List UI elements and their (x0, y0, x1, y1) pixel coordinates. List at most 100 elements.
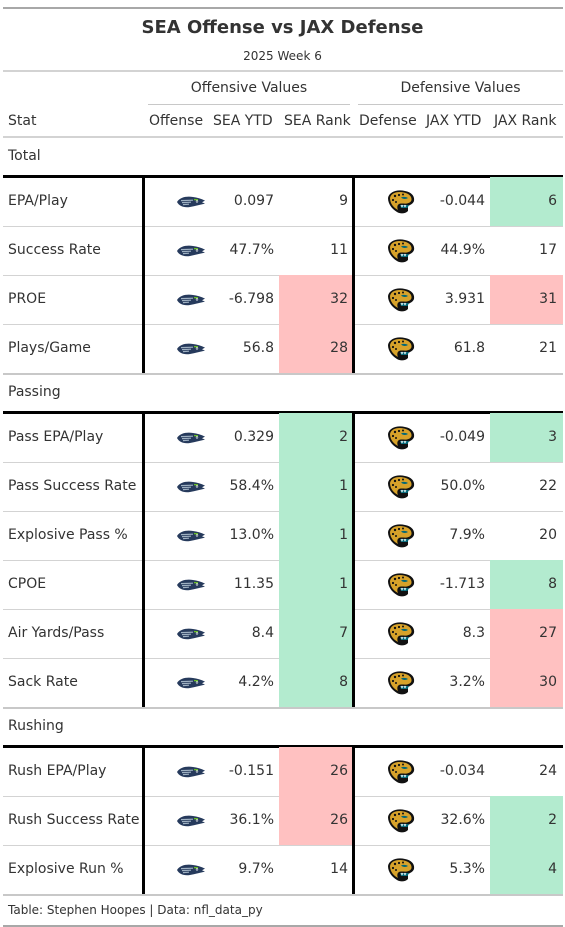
defense-column-divider (352, 175, 355, 373)
sea-rank-value: 26 (279, 796, 354, 845)
jaguars-logo-icon (378, 747, 424, 796)
row-divider (3, 707, 563, 709)
group-top-rule (3, 411, 563, 414)
table-row: Pass EPA/Play 0.329 2 -0.049 3 (3, 413, 563, 462)
stat-name: Plays/Game (8, 340, 91, 356)
column-header-rule (3, 136, 563, 138)
table-row: Explosive Pass % 13.0% 1 7.9% 20 (3, 511, 563, 560)
group-top-rule (3, 745, 563, 748)
defense-column-divider (352, 411, 355, 707)
stat-name: Pass EPA/Play (8, 429, 104, 445)
jax-rank-value: 8 (490, 560, 563, 609)
jax-ytd-value: 8.3 (462, 625, 485, 641)
offense-column-divider (142, 411, 145, 707)
jax-ytd-value: 3.2% (449, 674, 485, 690)
jax-rank-value: 24 (539, 763, 557, 779)
row-divider (3, 226, 563, 227)
jax-ytd-value: -0.034 (439, 763, 485, 779)
jaguars-logo-icon (378, 845, 424, 894)
stat-name: Pass Success Rate (8, 478, 137, 494)
table-row: Sack Rate 4.2% 8 3.2% 30 (3, 658, 563, 707)
jax-rank-value: 4 (490, 845, 563, 894)
jaguars-logo-icon (378, 324, 424, 373)
table-row: Rush EPA/Play -0.151 26 -0.034 24 (3, 747, 563, 796)
sea-rank-value: 11 (330, 242, 348, 258)
jax-rank-value: 30 (490, 658, 563, 707)
header-rule (3, 70, 563, 72)
jax-rank-value: 2 (490, 796, 563, 845)
jax-ytd-value: 32.6% (440, 812, 485, 828)
jax-rank-value: 31 (490, 275, 563, 324)
jaguars-logo-icon (378, 226, 424, 275)
defense-column-divider (352, 745, 355, 894)
jaguars-logo-icon (378, 413, 424, 462)
jax-ytd-value: -0.044 (439, 193, 485, 209)
col-head-jax-rank: JAX Rank (494, 113, 557, 129)
table-row: Air Yards/Pass 8.4 7 8.3 27 (3, 609, 563, 658)
table-row: Rush Success Rate 36.1% 26 32.6% 2 (3, 796, 563, 845)
seahawks-logo-icon (168, 324, 214, 373)
seahawks-logo-icon (168, 609, 214, 658)
table-row: Explosive Run % 9.7% 14 5.3% 4 (3, 845, 563, 894)
jax-rank-value: 27 (490, 609, 563, 658)
top-rule (3, 7, 563, 9)
jaguars-logo-icon (378, 462, 424, 511)
sea-ytd-value: 4.2% (238, 674, 274, 690)
table-title: SEA Offense vs JAX Defense (141, 17, 424, 38)
sea-rank-value: 28 (279, 324, 354, 373)
seahawks-logo-icon (168, 177, 214, 226)
sea-ytd-value: 47.7% (229, 242, 274, 258)
sea-rank-value: 8 (279, 658, 354, 707)
jaguars-logo-icon (378, 275, 424, 324)
sea-ytd-value: 36.1% (229, 812, 274, 828)
stat-name: Sack Rate (8, 674, 78, 690)
sea-rank-value: 14 (330, 861, 348, 877)
jax-ytd-value: 5.3% (449, 861, 485, 877)
stat-name: Rush Success Rate (8, 812, 140, 828)
jaguars-logo-icon (378, 511, 424, 560)
jax-rank-value: 6 (490, 177, 563, 226)
col-head-sea-rank: SEA Rank (284, 113, 351, 129)
offense-column-divider (142, 175, 145, 373)
table-footer: Table: Stephen Hoopes | Data: nfl_data_p… (8, 903, 263, 917)
jax-rank-value: 3 (490, 413, 563, 462)
table-row: Plays/Game 56.8 28 61.8 21 (3, 324, 563, 373)
jax-rank-value: 22 (539, 478, 557, 494)
seahawks-logo-icon (168, 796, 214, 845)
seahawks-logo-icon (168, 511, 214, 560)
jaguars-logo-icon (378, 796, 424, 845)
spanner-offensive-values: Offensive Values (190, 80, 308, 96)
row-divider (3, 845, 563, 846)
group-label: Total (8, 148, 41, 164)
sea-ytd-value: 0.097 (233, 193, 274, 209)
sea-ytd-value: 13.0% (229, 527, 274, 543)
row-divider (3, 373, 563, 375)
jax-ytd-value: 3.931 (444, 291, 485, 307)
seahawks-logo-icon (168, 658, 214, 707)
row-divider (3, 894, 563, 896)
group-label: Rushing (8, 718, 64, 734)
stat-name: Rush EPA/Play (8, 763, 107, 779)
sea-rank-value: 1 (279, 560, 354, 609)
sea-ytd-value: 11.35 (233, 576, 274, 592)
table-row: EPA/Play 0.097 9 -0.044 6 (3, 177, 563, 226)
jaguars-logo-icon (378, 658, 424, 707)
sea-rank-value: 1 (279, 511, 354, 560)
stat-name: CPOE (8, 576, 47, 592)
sea-ytd-value: 0.329 (233, 429, 274, 445)
table-row: CPOE 11.35 1 -1.713 8 (3, 560, 563, 609)
spanner-defense-underline (358, 104, 563, 105)
jax-ytd-value: -1.713 (439, 576, 485, 592)
jaguars-logo-icon (378, 609, 424, 658)
stat-name: Success Rate (8, 242, 101, 258)
seahawks-logo-icon (168, 845, 214, 894)
sea-ytd-value: 56.8 (242, 340, 274, 356)
col-head-sea-ytd: SEA YTD (213, 113, 273, 129)
jax-ytd-value: 44.9% (440, 242, 485, 258)
seahawks-logo-icon (168, 747, 214, 796)
stat-name: EPA/Play (8, 193, 68, 209)
col-head-offense: Offense (149, 113, 204, 129)
jax-ytd-value: 7.9% (449, 527, 485, 543)
offense-column-divider (142, 745, 145, 894)
seahawks-logo-icon (168, 462, 214, 511)
